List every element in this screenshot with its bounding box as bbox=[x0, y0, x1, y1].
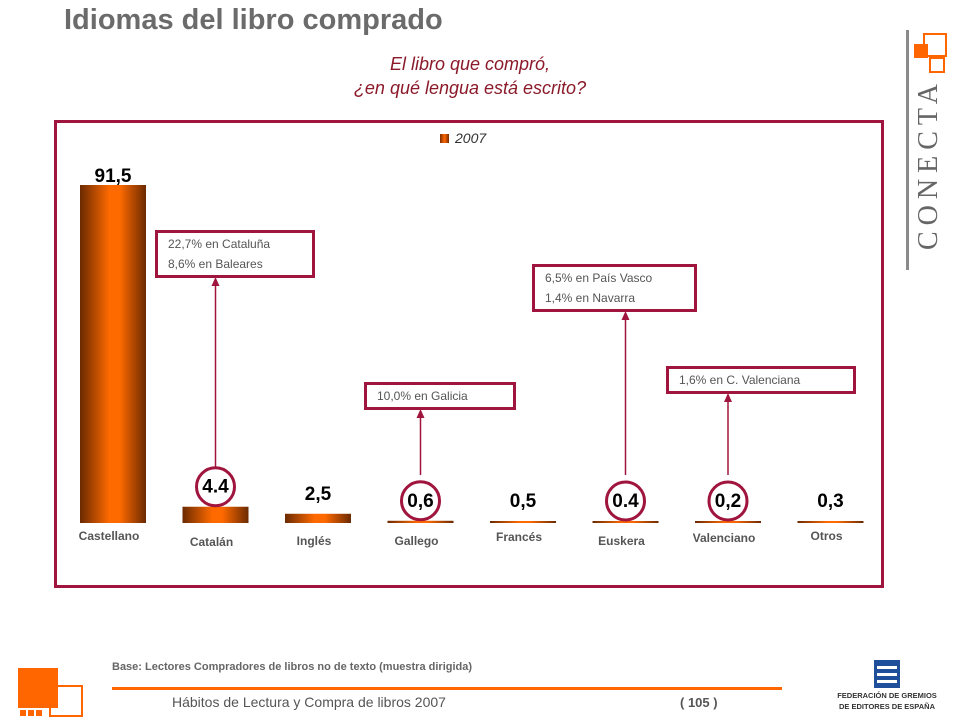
federation-line-2: DE EDITORES DE ESPAÑA bbox=[839, 702, 935, 711]
category-label-francés: Francés bbox=[496, 530, 542, 544]
highlight-circle-valenciano bbox=[707, 480, 749, 522]
bar-inglés bbox=[285, 513, 351, 523]
value-label-castellano: 91,5 bbox=[95, 166, 132, 187]
value-label-otros: 0,3 bbox=[817, 491, 843, 512]
value-label-catalán: 4.4 bbox=[202, 477, 229, 498]
conecta-logo bbox=[906, 30, 947, 270]
category-label-valenciano: Valenciano bbox=[693, 531, 756, 545]
federation-logo-icon bbox=[874, 660, 900, 688]
subtitle-line-2: ¿en qué lengua está escrito? bbox=[353, 78, 587, 98]
legend-swatch bbox=[440, 133, 449, 143]
chart-subtitle: El libro que compró, ¿en qué lengua está… bbox=[300, 52, 640, 100]
bar-castellano bbox=[80, 185, 146, 523]
category-label-gallego: Gallego bbox=[394, 534, 438, 548]
arrow-head-icon bbox=[621, 311, 630, 320]
callout-line: 1,4% en Navarra bbox=[545, 291, 636, 305]
highlight-circle-gallego bbox=[400, 480, 441, 522]
arrow-head-icon bbox=[416, 409, 425, 418]
value-label-valenciano: 0,2 bbox=[715, 491, 741, 512]
chart-frame bbox=[54, 120, 884, 588]
callout-valenciano: 1,6% en C. Valenciana bbox=[666, 366, 856, 394]
chart-legend: 2007 bbox=[440, 130, 486, 146]
legend-label: 2007 bbox=[455, 130, 487, 146]
footer-divider bbox=[112, 687, 782, 690]
conecta-wordmark: CONECTA bbox=[913, 78, 944, 250]
callout-gallego: 10,0% en Galicia bbox=[364, 382, 516, 410]
arrow-head-icon bbox=[211, 277, 220, 286]
callout-euskera: 6,5% en País Vasco 1,4% en Navarra bbox=[532, 264, 697, 312]
footer-report-title: Hábitos de Lectura y Compra de libros 20… bbox=[172, 694, 446, 710]
category-label-otros: Otros bbox=[810, 529, 842, 543]
callout-line: 10,0% en Galicia bbox=[377, 389, 468, 403]
callout-catalán: 22,7% en Cataluña 8,6% en Baleares bbox=[155, 230, 315, 278]
bar-euskera bbox=[592, 521, 659, 523]
bar-gallego bbox=[387, 520, 454, 523]
bar-catalán bbox=[182, 506, 249, 523]
bar-otros bbox=[797, 521, 864, 523]
value-label-francés: 0,5 bbox=[510, 491, 537, 512]
bar-valenciano bbox=[695, 521, 761, 523]
corner-squares-logo bbox=[18, 668, 83, 717]
bar-francés bbox=[490, 521, 556, 523]
category-label-inglés: Inglés bbox=[297, 534, 332, 548]
value-label-gallego: 0,6 bbox=[407, 491, 433, 512]
arrow-head-icon bbox=[724, 393, 732, 402]
page-number: ( 105 ) bbox=[680, 695, 718, 710]
federation-line-1: FEDERACIÓN DE GREMIOS bbox=[837, 691, 937, 700]
value-label-inglés: 2,5 bbox=[305, 484, 332, 505]
callout-line: 8,6% en Baleares bbox=[168, 257, 263, 271]
category-label-castellano: Castellano bbox=[79, 529, 140, 543]
highlight-circle-catalán bbox=[195, 466, 236, 508]
callout-line: 1,6% en C. Valenciana bbox=[679, 373, 801, 387]
highlight-circle-euskera bbox=[605, 480, 646, 522]
callout-line: 6,5% en País Vasco bbox=[545, 271, 653, 285]
category-label-catalán: Catalán bbox=[190, 535, 233, 549]
page-title: Idiomas del libro comprado bbox=[64, 4, 443, 36]
callout-line: 22,7% en Cataluña bbox=[168, 237, 271, 251]
base-note: Base: Lectores Compradores de libros no … bbox=[112, 661, 473, 673]
value-label-euskera: 0.4 bbox=[612, 491, 639, 512]
category-label-euskera: Euskera bbox=[598, 534, 645, 548]
subtitle-line-1: El libro que compró, bbox=[389, 54, 551, 74]
federation-name: FEDERACIÓN DE GREMIOS DE EDITORES DE ESP… bbox=[822, 690, 952, 712]
